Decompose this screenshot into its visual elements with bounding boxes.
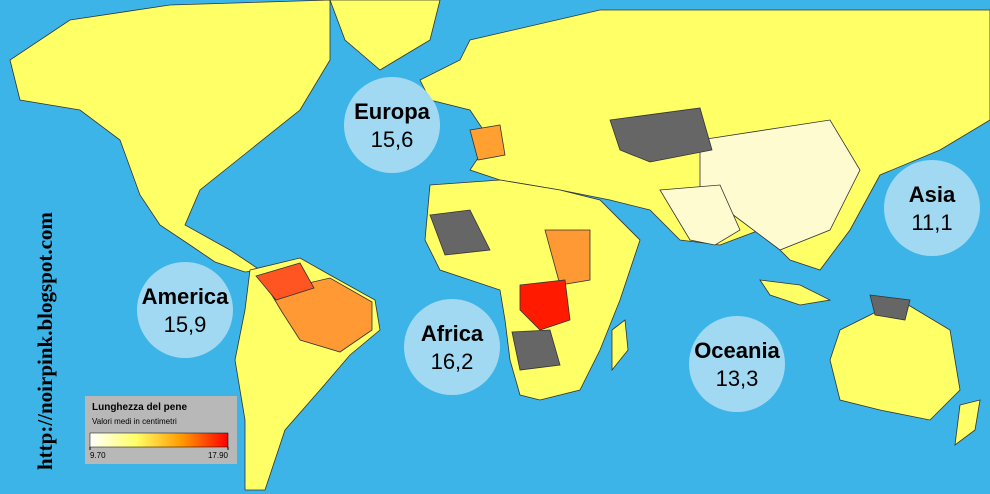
legend-box <box>85 396 237 464</box>
greenland <box>329 0 441 71</box>
region-circle <box>404 299 500 395</box>
region-name: Africa <box>421 321 484 346</box>
region-circle <box>344 77 440 173</box>
madagascar <box>611 319 629 372</box>
france <box>469 124 506 161</box>
region-value: 15,9 <box>164 312 207 337</box>
region-value: 16,2 <box>431 349 474 374</box>
region-labels: Europa 15,6 Asia 11,1 America 15,9 Africa 16,2 O… <box>137 77 980 412</box>
brazil <box>269 277 373 353</box>
region-circle <box>137 262 233 358</box>
region-name: America <box>142 284 230 309</box>
legend: Lunghezza del pene Valori medi in centim… <box>85 396 237 464</box>
indonesia <box>759 279 832 306</box>
legend-max: 17.90 <box>208 451 229 460</box>
region-value: 15,6 <box>371 127 414 152</box>
legend-min: 9.70 <box>90 451 106 460</box>
region-name: Oceania <box>694 338 780 363</box>
region-circle <box>689 316 785 412</box>
india <box>659 184 741 246</box>
australia <box>829 299 961 421</box>
papua <box>869 294 911 321</box>
region-circle <box>884 160 980 256</box>
sudan <box>544 229 591 286</box>
legend-subtitle: Valori medi in centimetri <box>92 417 177 426</box>
region-value: 11,1 <box>911 210 952 235</box>
legend-title: Lunghezza del pene <box>92 402 187 413</box>
new-zealand <box>954 399 981 446</box>
kazakhstan <box>609 107 713 163</box>
venezuela <box>255 262 315 301</box>
land <box>9 0 990 491</box>
region-value: 13,3 <box>716 366 759 391</box>
west-africa <box>429 209 491 256</box>
region-name: Europa <box>354 99 431 124</box>
southern-africa <box>511 329 561 371</box>
legend-gradient <box>89 432 229 448</box>
region-name: Asia <box>909 182 956 207</box>
congo <box>519 279 571 331</box>
watermark: http://noirpink.blogspot.com <box>33 212 57 470</box>
